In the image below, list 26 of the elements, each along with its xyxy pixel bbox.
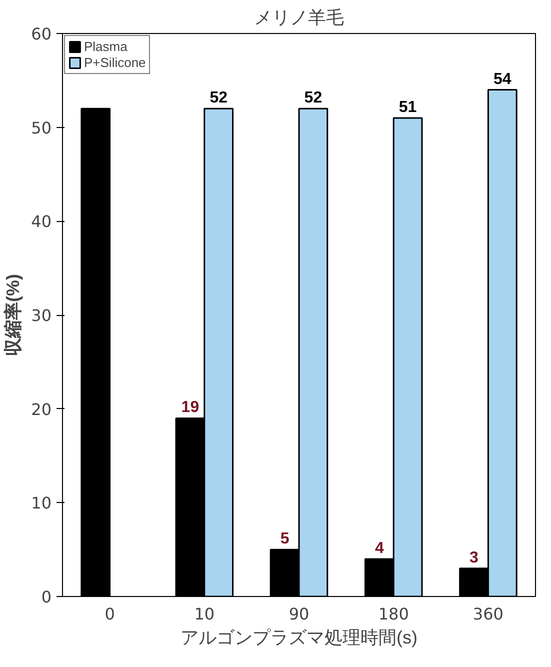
data-label: 5 — [280, 530, 290, 548]
y-tick-label: 50 — [31, 118, 52, 138]
y-tick-label: 0 — [41, 588, 52, 606]
data-label: 3 — [470, 549, 479, 566]
x-tick-label: 90 — [288, 604, 310, 624]
y-tick-label: 40 — [31, 212, 52, 232]
x-tick-label: 0 — [104, 604, 115, 624]
y-tick-label: 60 — [31, 24, 52, 44]
x-tick-label: 10 — [194, 604, 215, 624]
legend-label: P+Silicone — [84, 55, 146, 70]
bar — [80, 108, 111, 596]
data-label: 52 — [210, 90, 228, 107]
y-tick-label: 30 — [31, 306, 52, 325]
chart-title: メリノ羊毛 — [254, 8, 344, 28]
data-label: 4 — [374, 540, 384, 557]
data-label: 51 — [398, 98, 417, 116]
y-tick-label: 20 — [31, 400, 52, 419]
y-axis-title: 収縮率(%) — [3, 274, 24, 356]
data-label: 54 — [493, 70, 512, 88]
data-label: 19 — [181, 399, 200, 416]
data-label: 52 — [304, 90, 322, 107]
legend-label: Plasma — [84, 39, 128, 54]
x-tick-label: 360 — [472, 604, 504, 624]
x-axis-title: アルゴンプラズマ処理時間(s) — [180, 628, 418, 648]
x-tick-label: 180 — [378, 604, 409, 624]
y-tick-label: 10 — [31, 494, 52, 513]
